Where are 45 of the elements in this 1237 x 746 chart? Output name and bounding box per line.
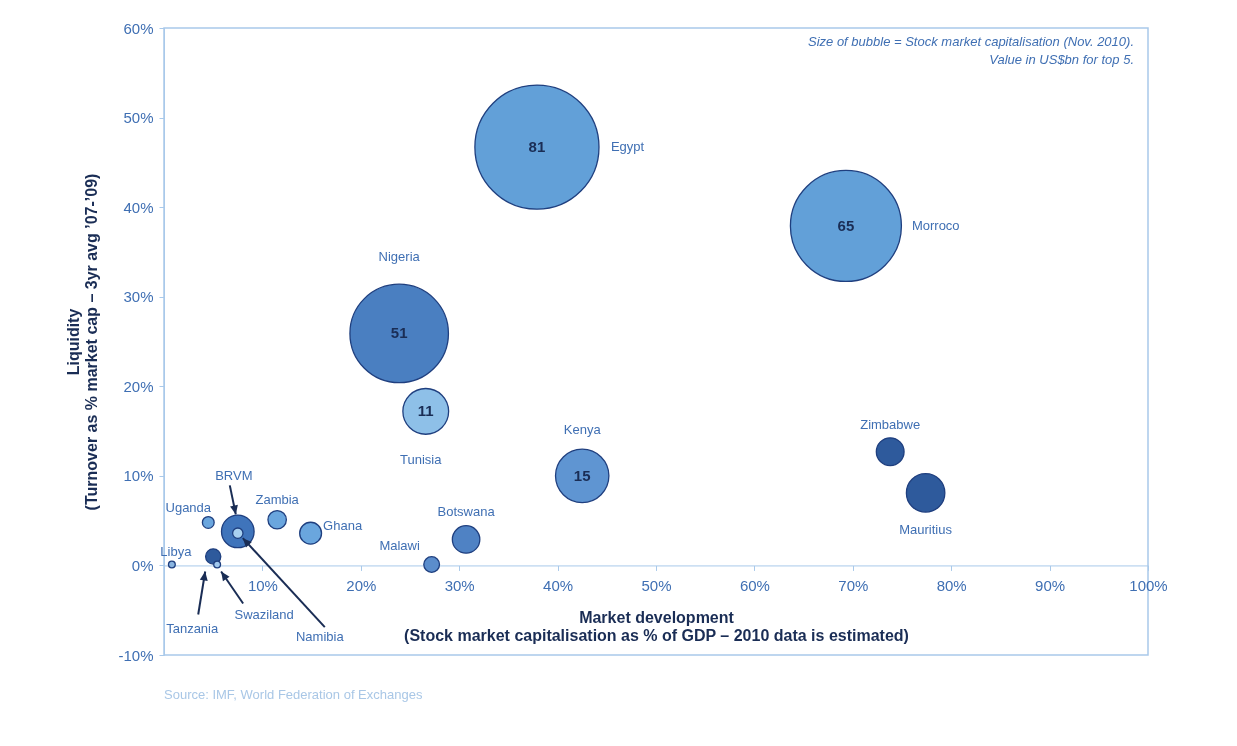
annotation: 51 [390,324,408,342]
series-label: Egypt [610,139,645,155]
annotation: 81 [528,138,546,156]
series-label: Libya [160,543,193,559]
series-label: Kenya [563,421,602,437]
series-label: Ghana [323,518,363,534]
annotation: Value in US$bn for top 5. [989,52,1134,67]
source-note: Source: IMF, World Federation of Exchanges [164,687,423,702]
y-axis-title: Liquidity (Turnover as % market cap – 3yr avg ’07-’09) [65,173,101,511]
series-label: Zambia [255,491,300,507]
y-tick-label: 50% [123,109,154,127]
series-label: Botswana [437,504,496,520]
x-tick-label: 70% [838,576,869,594]
series-label: Zimbabwe [860,416,921,432]
text: Tanzania [166,621,219,637]
x-tick-label: 100% [1129,576,1168,594]
text: BRVM [215,468,253,484]
x-tick-label: 10% [247,576,278,594]
y-tick-label: -10% [118,646,154,664]
x-axis-title: Market development (Stock market capitalisation as % of GDP – 2010 data is estimated) [404,608,909,644]
annotation: Size of bubble = Stock market capitalisation (Nov. 2010). [807,34,1134,49]
annotation: 15 [573,466,591,484]
x-tick-label: 60% [739,576,770,594]
series-label: Morroco [911,217,960,233]
text: Namibia [295,629,345,645]
series-label: Mauritius [899,521,953,537]
y-tick-label: 40% [123,198,154,216]
y-tick-label: 0% [131,556,154,574]
y-tick-label: 60% [123,19,154,37]
y-tick-label: 30% [123,288,154,306]
x-tick-label: 20% [346,576,377,594]
text: Swaziland [234,606,294,622]
x-tick-label: 50% [641,576,672,594]
x-tick-label: 80% [936,576,967,594]
x-tick-label: 40% [543,576,574,594]
series-label: Malawi [379,537,420,553]
y-tick-label: 10% [123,467,154,485]
annotation: 11 [417,402,434,420]
x-tick-label: 90% [1035,576,1066,594]
series-label: Tunisia [400,452,443,468]
series-label: Nigeria [378,249,421,265]
annotation: 65 [837,216,855,234]
series-label: Uganda [165,500,212,516]
y-tick-label: 20% [123,377,154,395]
x-tick-label: 30% [444,576,475,594]
